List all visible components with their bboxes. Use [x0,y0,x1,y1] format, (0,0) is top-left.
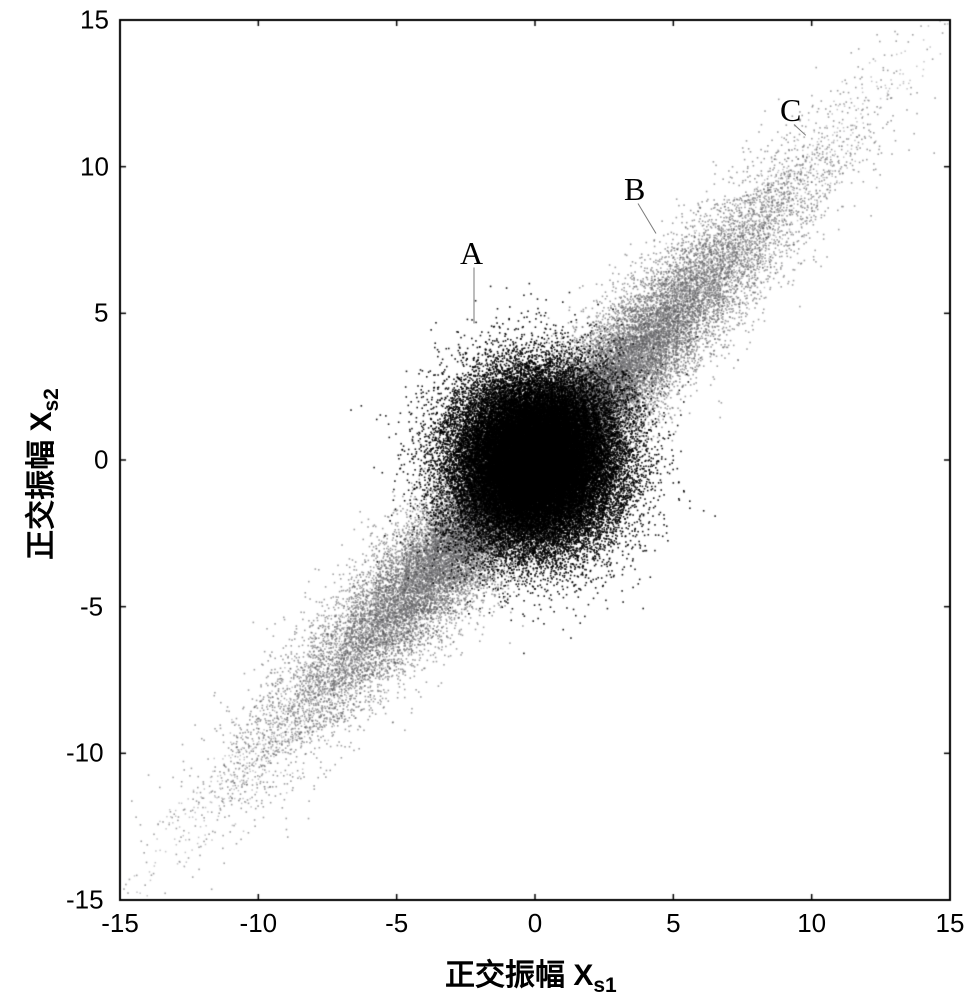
x-tick-label: 10 [797,908,826,939]
x-tick-label: -15 [101,908,139,939]
y-tick-label: 5 [94,298,108,329]
x-tick-label: 0 [528,908,542,939]
x-tick-label: 5 [666,908,680,939]
annotation-B: B [624,171,645,208]
x-tick-label: -10 [240,908,278,939]
x-axis-label-sub: s1 [593,974,616,997]
x-axis-label: 正交振幅 Xs1 [445,950,617,998]
y-tick-label: -5 [80,591,103,622]
x-tick-label: 15 [936,908,965,939]
scatter-chart: 正交振幅 Xs2 正交振幅 Xs1 -15-10-5051015-15-10-5… [0,0,973,1000]
y-tick-label: 0 [94,445,108,476]
y-axis-label: 正交振幅 Xs2 [16,374,64,574]
x-tick-label: -5 [385,908,408,939]
scatter-canvas [0,0,973,1000]
y-tick-label: -10 [66,738,104,769]
annotation-line-A [474,268,475,324]
y-axis-label-sub: s2 [40,388,63,411]
y-tick-label: -15 [66,885,104,916]
x-axis-label-text: 正交振幅 X [445,959,593,992]
y-axis-label-text: 正交振幅 X [25,412,58,560]
y-tick-label: 15 [80,5,109,36]
y-tick-label: 10 [80,151,109,182]
annotation-C: C [780,92,801,129]
annotation-A: A [460,235,483,272]
